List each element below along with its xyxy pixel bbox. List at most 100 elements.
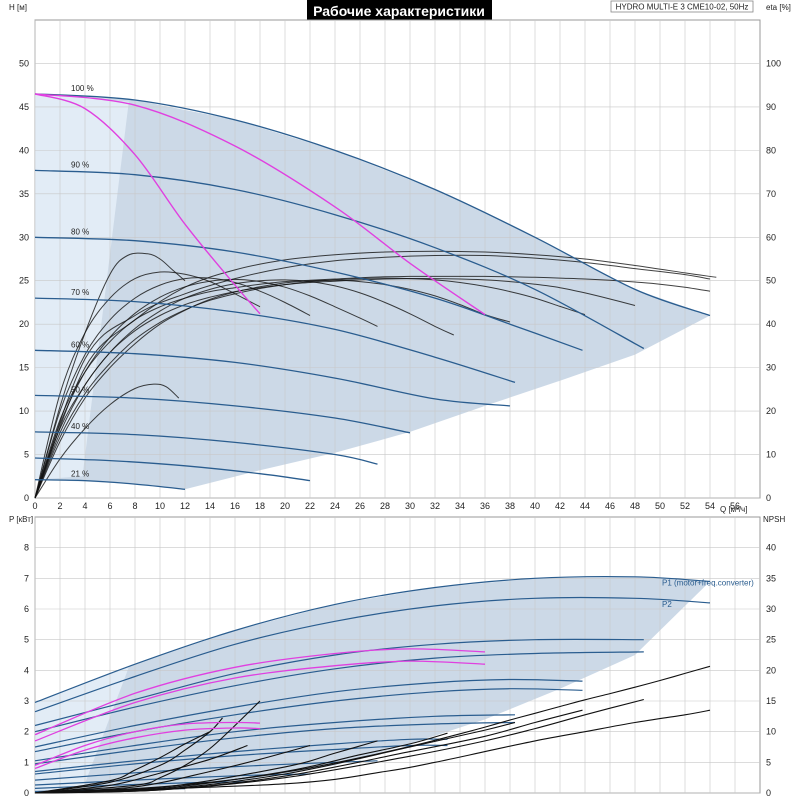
top-y-tick-label: 20 xyxy=(19,319,29,329)
top-y2-tick-label: 70 xyxy=(766,189,776,199)
bottom-power-curve xyxy=(34,596,711,713)
top-efficiency-curve xyxy=(34,279,511,499)
bottom-power-curve xyxy=(34,575,711,704)
top-x-tick-label: 54 xyxy=(705,501,715,511)
bottom-y2-tick-label: 20 xyxy=(766,665,776,675)
bottom-npsh-curve xyxy=(34,744,248,794)
top-y2-tick-label: 40 xyxy=(766,319,776,329)
top-x-tick-label: 30 xyxy=(405,501,415,511)
top-speed-label: 70 % xyxy=(71,288,89,297)
bottom-power-label: P1 (motor+freq.converter) xyxy=(662,578,754,587)
top-x-tick-label: 42 xyxy=(555,501,565,511)
bottom-bep-curve xyxy=(34,727,261,770)
y-axis-title-h: H [м] xyxy=(9,3,27,12)
top-bep-curve xyxy=(34,93,486,316)
bottom-y-tick-label: 7 xyxy=(24,573,29,583)
bottom-power-curve xyxy=(34,651,644,733)
bottom-npsh-curve xyxy=(34,721,516,794)
top-efficiency-curve xyxy=(34,275,711,499)
top-y-tick-label: 0 xyxy=(24,493,29,503)
top-y-tick-label: 10 xyxy=(19,406,29,416)
bottom-power-label: P2 xyxy=(662,600,672,609)
head-efficiency-plot: 0 2 4 6 8 10 12 14 16 18 20 22 24 26 28 30 32 34 36 38 40 42 4… xyxy=(19,19,781,511)
top-speed-label: 50 % xyxy=(71,385,89,394)
bottom-y-tick-label: 8 xyxy=(24,543,29,553)
bottom-y2-tick-label: 10 xyxy=(766,727,776,737)
bottom-y-tick-label: 6 xyxy=(24,604,29,614)
top-y2-tick-label: 80 xyxy=(766,145,776,155)
top-speed-curve xyxy=(34,349,511,407)
bottom-npsh-curve xyxy=(34,709,711,794)
top-speed-curve xyxy=(34,431,378,465)
top-speed-label: 90 % xyxy=(71,160,89,169)
bottom-y-tick-label: 5 xyxy=(24,635,29,645)
bottom-y2-tick-label: 5 xyxy=(766,757,771,767)
bottom-y-tick-label: 1 xyxy=(24,757,29,767)
bottom-power-curve xyxy=(34,714,516,762)
top-x-tick-label: 46 xyxy=(605,501,615,511)
top-envelope-light-zone xyxy=(35,93,129,480)
bottom-y-tick-label: 3 xyxy=(24,696,29,706)
top-y-tick-label: 30 xyxy=(19,232,29,242)
bottom-npsh-curve xyxy=(34,700,261,794)
bottom-power-curve xyxy=(34,738,448,773)
top-x-tick-label: 40 xyxy=(530,501,540,511)
top-x-tick-label: 14 xyxy=(205,501,215,511)
top-x-tick-label: 4 xyxy=(82,501,87,511)
bottom-y-tick-label: 0 xyxy=(24,788,29,798)
top-speed-label: 21 % xyxy=(71,470,89,479)
top-x-tick-label: 16 xyxy=(230,501,240,511)
top-x-tick-label: 2 xyxy=(57,501,62,511)
bottom-power-curve xyxy=(34,721,516,765)
bottom-y2-tick-label: 40 xyxy=(766,543,776,553)
top-x-tick-label: 28 xyxy=(380,501,390,511)
top-x-tick-label: 6 xyxy=(107,501,112,511)
top-speed-label: 100 % xyxy=(71,84,94,93)
bottom-power-curve xyxy=(34,678,583,748)
top-x-tick-label: 0 xyxy=(32,501,37,511)
title-box xyxy=(307,0,492,23)
top-y2-tick-label: 90 xyxy=(766,102,776,112)
top-x-tick-label: 10 xyxy=(155,501,165,511)
top-y2-tick-label: 10 xyxy=(766,450,776,460)
top-x-tick-label: 20 xyxy=(280,501,290,511)
top-y-tick-label: 40 xyxy=(19,145,29,155)
y2-axis-title-eta: eta [%] xyxy=(766,3,791,12)
top-efficiency-curve xyxy=(34,383,180,499)
y2-axis-title-npsh: NPSH xyxy=(763,515,785,524)
bottom-y2-tick-label: 0 xyxy=(766,788,771,798)
top-y2-tick-label: 100 xyxy=(766,58,781,68)
model-label: HYDRO MULTI-E 3 CME10-02, 50Hz xyxy=(616,3,749,12)
top-speed-label: 60 % xyxy=(71,340,89,349)
top-y2-tick-label: 0 xyxy=(766,493,771,503)
top-x-tick-label: 34 xyxy=(455,501,465,511)
top-x-tick-label: 32 xyxy=(430,501,440,511)
top-x-tick-label: 50 xyxy=(655,501,665,511)
top-speed-label: 80 % xyxy=(71,227,89,236)
top-x-tick-label: 44 xyxy=(580,501,590,511)
bottom-bep-curve xyxy=(34,648,486,736)
top-y2-tick-label: 30 xyxy=(766,363,776,373)
top-x-tick-label: 48 xyxy=(630,501,640,511)
top-operating-envelope xyxy=(35,93,710,490)
top-x-tick-label: 56 xyxy=(730,501,740,511)
top-x-tick-label: 12 xyxy=(180,501,190,511)
top-x-tick-label: 52 xyxy=(680,501,690,511)
bottom-y2-tick-label: 25 xyxy=(766,635,776,645)
bottom-y-tick-label: 2 xyxy=(24,727,29,737)
x-axis-title: Q [м³/ч] xyxy=(720,505,747,514)
top-y2-tick-label: 50 xyxy=(766,276,776,286)
bottom-y2-tick-label: 30 xyxy=(766,604,776,614)
bottom-npsh-curve xyxy=(34,717,223,794)
top-speed-curve xyxy=(34,236,583,351)
top-speed-label: 40 % xyxy=(71,422,89,431)
bottom-bep-curve xyxy=(34,721,261,767)
bottom-y-tick-label: 4 xyxy=(24,665,29,675)
top-speed-curve xyxy=(34,394,411,434)
model-box xyxy=(610,0,754,13)
top-y2-tick-label: 60 xyxy=(766,232,776,242)
chart-title: Рабочие характеристики xyxy=(313,3,485,19)
top-y-tick-label: 45 xyxy=(19,102,29,112)
top-y-tick-label: 25 xyxy=(19,276,29,286)
top-speed-curve xyxy=(34,297,516,384)
